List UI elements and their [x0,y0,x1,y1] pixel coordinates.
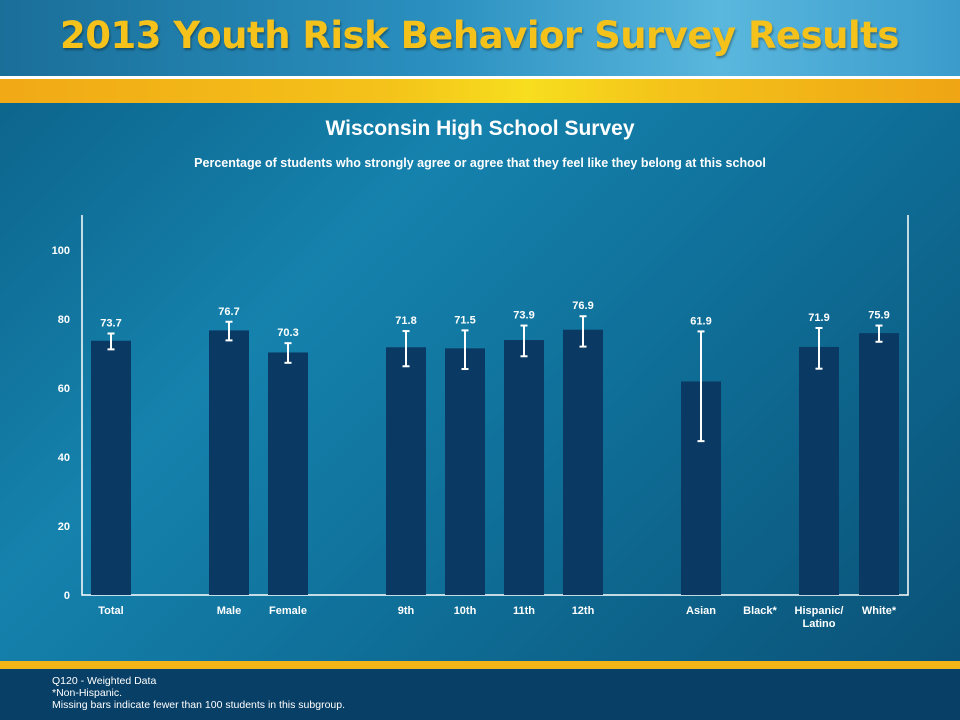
chart-title: Wisconsin High School Survey [325,117,635,140]
bar-chart: 0 20 40 60 80 100 73.7 Total 76.7 Male 70.3 Female 7… [52,215,909,630]
header-divider [0,76,960,79]
y-tick-label: 0 [64,590,70,602]
data-label: 76.9 [572,300,593,312]
header-gold-band [0,79,960,103]
footer-notes: Q120 - Weighted Data *Non-Hispanic. Miss… [52,675,345,711]
x-tick-label: Female [269,605,307,617]
bar [799,346,839,595]
footer-band [0,669,960,720]
x-tick-label: 12th [572,605,595,617]
data-label: 61.9 [690,315,711,327]
bar [91,340,131,595]
x-tick-label: 9th [398,605,415,617]
y-tick-label: 40 [58,452,70,464]
bar [504,340,544,595]
header-band [0,0,960,76]
data-label: 70.3 [277,327,298,339]
data-label: 73.7 [100,317,121,329]
bar [209,330,249,595]
page-title: 2013 Youth Risk Behavior Survey Results [60,14,899,57]
footer-note-missing: Missing bars indicate fewer than 100 stu… [52,699,346,711]
y-tick-label: 100 [52,245,70,257]
x-tick-label: Black* [743,605,777,617]
data-label: 75.9 [868,310,889,322]
bar [445,348,485,595]
bar [268,352,308,595]
footer-note-hispanic: *Non-Hispanic. [52,687,123,699]
y-tick-label: 20 [58,521,70,533]
x-tick-label: 11th [513,605,535,617]
data-label: 71.9 [808,312,829,324]
x-tick-label: Asian [686,605,716,617]
y-tick-label: 60 [58,383,70,395]
y-tick-label: 80 [58,314,70,326]
footer-gold-band [0,661,960,669]
data-label: 71.5 [454,314,475,326]
x-tick-label: Total [98,605,123,617]
bar [386,347,426,595]
chart-frame [81,215,909,596]
data-label: 71.8 [395,315,416,327]
x-tick-label: White* [862,605,897,617]
data-label: 73.9 [513,310,534,322]
bar [859,333,899,595]
data-label: 76.7 [218,306,239,318]
bar [563,329,603,595]
x-tick-label: Hispanic/Latino [795,605,844,630]
footer-note-data: Q120 - Weighted Data [52,675,157,687]
chart-subtitle: Percentage of students who strongly agre… [194,156,766,170]
x-tick-label: Male [217,605,241,617]
x-tick-label: 10th [454,605,477,617]
